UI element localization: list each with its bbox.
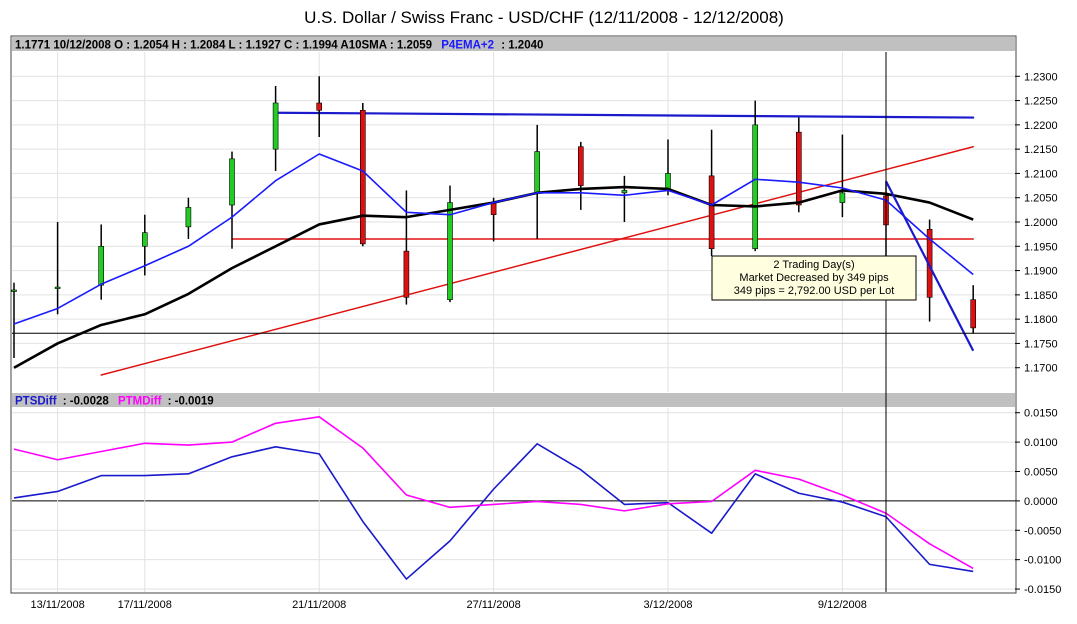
x-axis: 13/11/2008 17/11/2008 21/11/2008 27/11/2008… (30, 599, 866, 611)
annotation-line-3: 349 pips = 2,792.00 USD per Lot (734, 285, 895, 297)
date-tick-label: 3/12/2008 (644, 599, 693, 611)
price-tick-label: 1.1800 (1024, 314, 1058, 326)
indicator-tick-label: 0.0150 (1024, 408, 1058, 420)
date-tick-label: 13/11/2008 (30, 599, 84, 611)
annotation-line-2: Market Decreased by 349 pips (739, 272, 889, 284)
indicator-header-info: PTSDiff : -0.0028 PTMDiff : -0.0019 (15, 396, 214, 408)
measure-drawing[interactable] (885, 180, 975, 352)
indicator-y-axis: 0.0150 0.0100 0.0050 0.0000 -0.0050 -0.0100 -0… (1015, 408, 1061, 596)
measure-annotation: 2 Trading Day(s) Market Decreased by 349… (711, 255, 917, 301)
up-candle (11, 289, 17, 292)
trend-line[interactable] (100, 145, 974, 376)
price-tick-label: 1.2300 (1024, 71, 1058, 83)
up-candle (752, 124, 759, 250)
price-tick-label: 1.1750 (1024, 338, 1058, 350)
price-header-bar (12, 37, 1015, 51)
ema-legend-label: P4EMA+2 (441, 40, 494, 52)
indicator-tick-label: -0.0050 (1024, 525, 1061, 537)
up-candle (142, 232, 148, 247)
resistance-line[interactable] (274, 111, 975, 119)
pts-legend-value: : -0.0028 (63, 396, 110, 408)
down-candle (577, 146, 584, 186)
indicator-tick-label: 0.0000 (1024, 496, 1058, 508)
down-candle (359, 109, 366, 245)
price-tick-label: 1.2000 (1024, 217, 1058, 229)
price-tick-label: 1.1700 (1024, 363, 1058, 375)
up-candle (229, 158, 235, 206)
price-header-info: 1.1771 10/12/2008 O : 1.2054 H : 1.2084 … (15, 40, 543, 52)
ptm-legend-value: : -0.0019 (168, 396, 214, 408)
up-candle (447, 202, 453, 301)
price-tick-label: 1.2150 (1024, 144, 1058, 156)
indicator-tick-label: 0.0050 (1024, 466, 1058, 478)
ptm-legend-label: PTMDiff (118, 396, 162, 408)
date-tick-label: 9/12/2008 (818, 599, 867, 611)
date-tick-label: 27/11/2008 (466, 599, 520, 611)
down-candle (970, 299, 977, 329)
price-y-axis: 1.1700 1.1750 1.1800 1.1850 1.1900 1.1950 1.20… (1015, 71, 1058, 375)
up-candle (839, 192, 846, 203)
up-candle (621, 190, 628, 194)
ema-legend-value: : 1.2040 (501, 40, 543, 52)
chart-title: U.S. Dollar / Swiss Franc - USD/CHF (12/… (304, 8, 784, 27)
price-tick-label: 1.2100 (1024, 168, 1058, 180)
price-tick-label: 1.1900 (1024, 266, 1058, 278)
moving-average-lines (13, 153, 974, 369)
price-tick-label: 1.2200 (1024, 120, 1058, 132)
up-candle (54, 286, 61, 289)
pts-legend-label: PTSDiff (15, 396, 57, 408)
price-tick-label: 1.2250 (1024, 96, 1058, 108)
ptm-diff-line (13, 416, 974, 570)
indicator-tick-label: -0.0100 (1024, 555, 1061, 567)
up-candle (185, 207, 192, 228)
annotation-box (711, 255, 917, 301)
down-candle (490, 202, 497, 216)
indicator-lines (13, 416, 974, 580)
down-candle (795, 131, 802, 206)
indicator-tick-label: -0.0150 (1024, 584, 1061, 596)
indicator-header-bar (12, 393, 1015, 407)
annotation-line-1: 2 Trading Day(s) (773, 259, 854, 271)
crosshair[interactable] (12, 52, 1015, 592)
down-candle (403, 250, 410, 298)
up-candle (272, 102, 279, 150)
down-candle (708, 175, 715, 250)
indicator-tick-label: 0.0100 (1024, 437, 1058, 449)
up-candle (534, 151, 541, 194)
date-tick-label: 17/11/2008 (118, 599, 172, 611)
ema-line (13, 153, 974, 325)
price-tick-label: 1.1950 (1024, 241, 1058, 253)
trend-drawings[interactable] (100, 111, 975, 376)
price-tick-label: 1.2050 (1024, 193, 1058, 205)
plot-frame (10, 35, 1017, 594)
down-candle (316, 102, 323, 111)
up-candle (98, 245, 104, 286)
date-tick-label: 21/11/2008 (292, 599, 346, 611)
pts-diff-line (13, 443, 974, 580)
price-header-text: 1.1771 10/12/2008 O : 1.2054 H : 1.2084 … (15, 40, 432, 52)
price-tick-label: 1.1850 (1024, 290, 1058, 302)
measure-line[interactable] (885, 180, 975, 352)
